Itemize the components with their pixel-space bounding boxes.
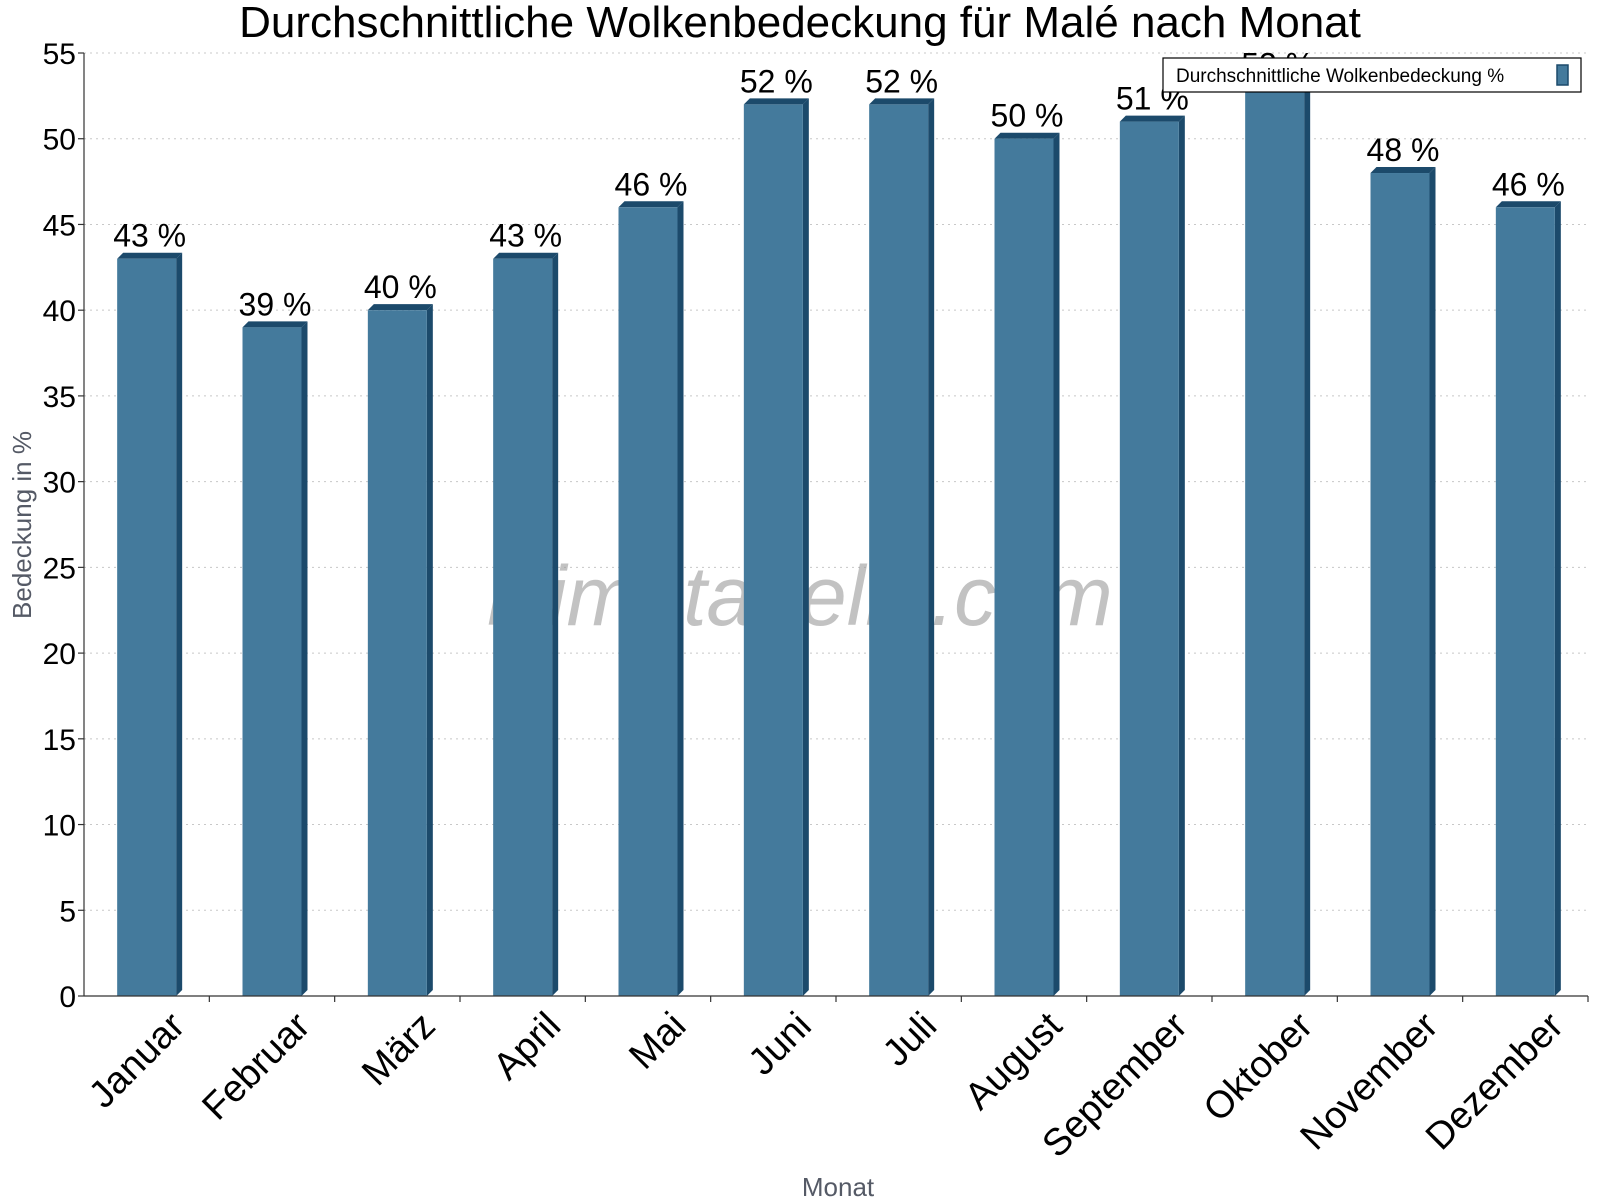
bar (743, 104, 803, 997)
data-label: 52 % (740, 63, 813, 99)
bar (117, 258, 177, 996)
bar-side (802, 98, 809, 997)
x-tick-label: März (354, 1005, 443, 1094)
bar (1370, 173, 1430, 996)
y-tick-label: 30 (43, 467, 76, 500)
x-tick-label: August (957, 1004, 1071, 1118)
x-axis-label: Monat (802, 1172, 875, 1200)
data-label: 43 % (113, 218, 186, 254)
bar-side (1554, 201, 1561, 997)
x-tick-label: Dezember (1418, 1004, 1572, 1158)
y-tick-label: 35 (43, 381, 76, 414)
y-tick-labels: 0 5 10 15 20 25 30 35 40 45 50 55 (43, 38, 76, 1014)
axes (78, 52, 1589, 1002)
bar-side (1429, 167, 1436, 996)
y-tick-label: 20 (43, 638, 76, 671)
chart-title: Durchschnittliche Wolkenbedeckung für Ma… (239, 0, 1361, 47)
bar-top (493, 252, 559, 259)
x-tick-labels: Januar Februar März April Mai Juni Juli AugustS… (81, 1004, 1572, 1165)
y-tick-label: 25 (43, 552, 76, 585)
x-tick-label: Juli (875, 1005, 945, 1075)
data-label: 50 % (991, 98, 1064, 134)
data-label: 43 % (489, 218, 562, 254)
bar-side (1053, 132, 1060, 996)
bar-side (677, 201, 684, 997)
y-tick-label: 15 (43, 724, 76, 757)
data-label: 52 % (865, 63, 938, 99)
bar-top (242, 321, 308, 328)
bar (1495, 207, 1555, 997)
data-label: 48 % (1367, 132, 1440, 168)
x-tick-label: Januar (81, 1004, 193, 1116)
y-tick-label: 40 (43, 295, 76, 328)
grid-lines (84, 52, 1588, 911)
x-tick-label: Juni (741, 1005, 820, 1084)
x-tick-label: Oktober (1196, 1004, 1322, 1130)
data-label: 39 % (239, 286, 312, 322)
bar-top (869, 98, 935, 105)
legend: Durchschnittliche Wolkenbedeckung % (1162, 57, 1582, 93)
bars (117, 81, 1561, 997)
bar (994, 138, 1054, 996)
x-tick-label: April (486, 1005, 569, 1088)
y-tick-label: 10 (43, 810, 76, 843)
data-label: 46 % (1492, 166, 1565, 202)
bar (367, 310, 427, 996)
bar-top (117, 252, 183, 259)
bar (493, 258, 553, 996)
bar-side (426, 304, 433, 996)
bar (1119, 121, 1179, 997)
bar-top (1495, 201, 1561, 208)
bar-side (301, 321, 308, 996)
x-tick-label: Mai (621, 1005, 694, 1078)
bar (869, 104, 929, 997)
legend-label: Durchschnittliche Wolkenbedeckung % (1176, 66, 1504, 87)
y-tick-label: 0 (59, 981, 76, 1014)
bar-side (552, 252, 559, 996)
bar-side (1178, 115, 1185, 997)
y-axis-label: Bedeckung in % (7, 431, 37, 619)
x-tick-label: Februar (195, 1004, 319, 1128)
bar-side (928, 98, 935, 997)
y-tick-label: 45 (43, 209, 76, 242)
bar-side (176, 252, 183, 996)
y-tick-label: 50 (43, 124, 76, 157)
bar-side (1304, 81, 1311, 997)
legend-box (1162, 57, 1582, 93)
legend-swatch (1556, 64, 1569, 86)
bar-top (1370, 167, 1436, 174)
bar-top (367, 304, 433, 311)
bar (1245, 87, 1305, 997)
y-tick-label: 5 (59, 895, 76, 928)
bar-top (618, 201, 684, 208)
bar-top (743, 98, 809, 105)
data-label: 46 % (615, 166, 688, 202)
bar (242, 327, 302, 996)
data-label: 40 % (364, 269, 437, 305)
bar-top (1119, 115, 1185, 122)
bar (618, 207, 678, 997)
y-tick-label: 55 (43, 38, 76, 71)
bar-top (994, 132, 1060, 139)
